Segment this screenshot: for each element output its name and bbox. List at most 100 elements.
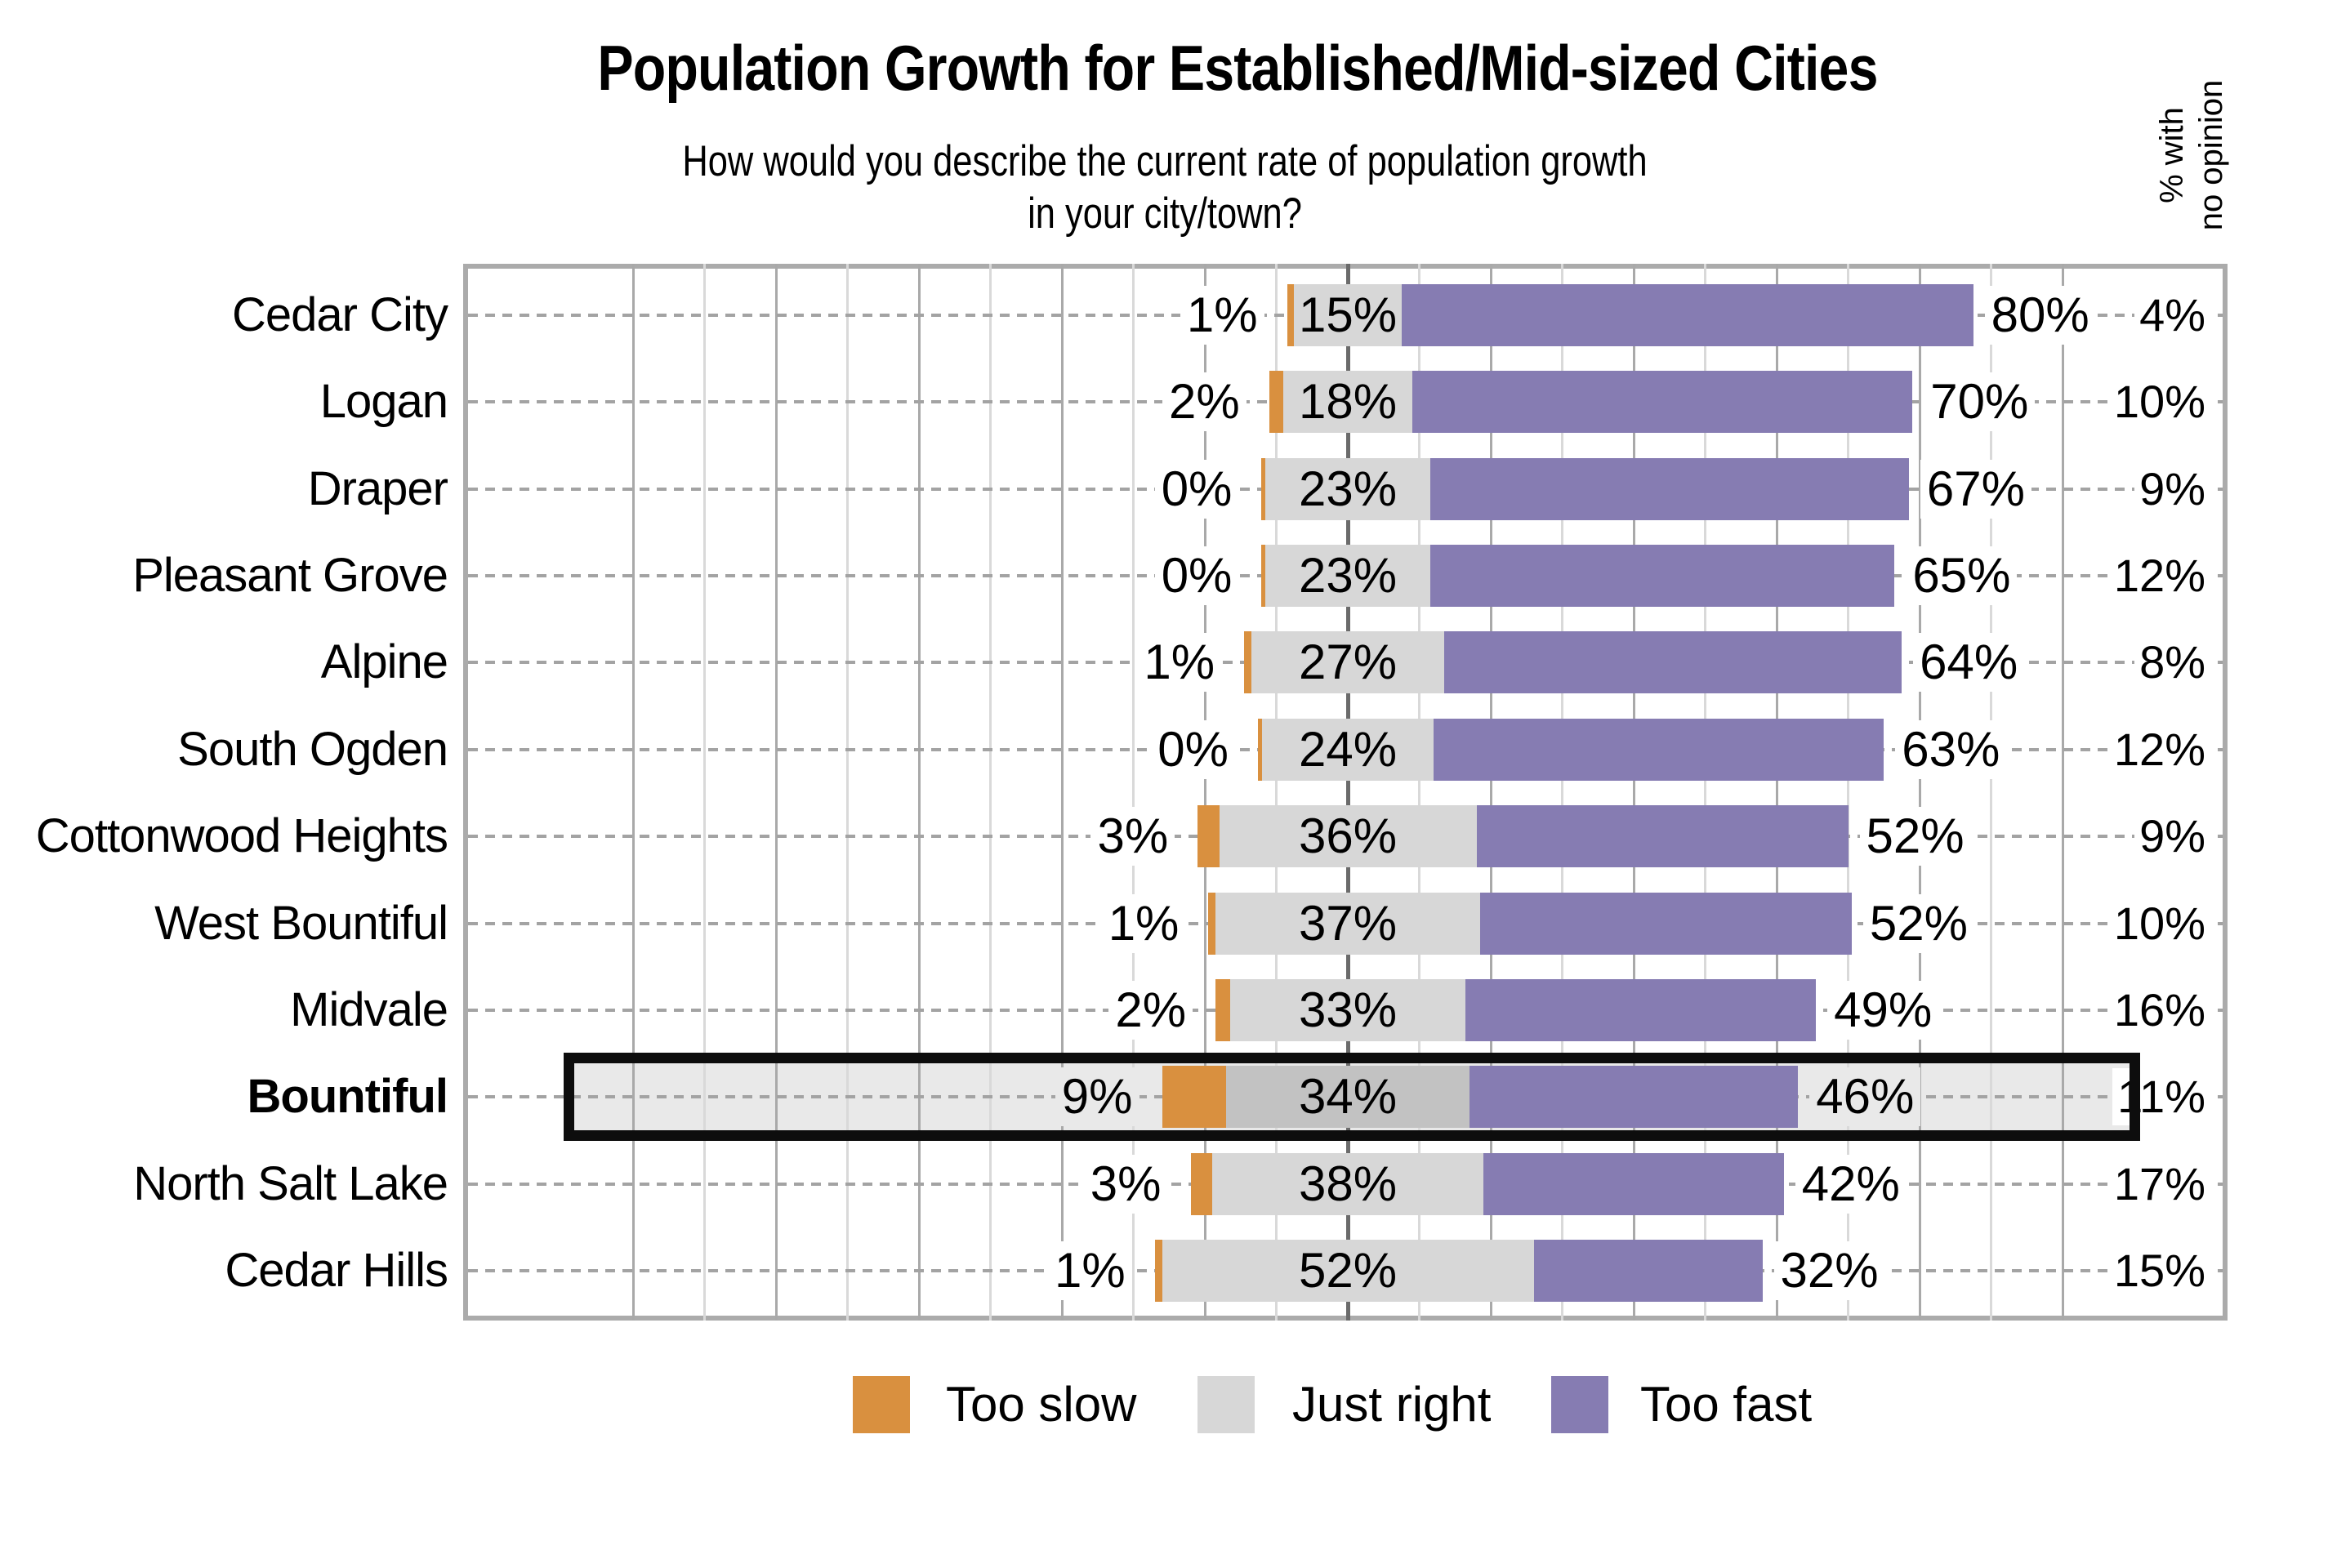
value-just-right: 36% xyxy=(1298,808,1398,864)
gridline xyxy=(703,264,706,1321)
bar-just-right xyxy=(1262,718,1434,781)
bar-just-right xyxy=(1215,892,1480,955)
bar-too-fast xyxy=(1434,718,1884,781)
value-just-right: 23% xyxy=(1298,548,1398,604)
bar-just-right xyxy=(1211,1152,1484,1215)
category-label-pleasant-grove: Pleasant Grove xyxy=(132,549,448,603)
value-just-right: 38% xyxy=(1298,1156,1398,1211)
gridline xyxy=(2061,264,2064,1321)
bar-too-slow xyxy=(1244,631,1251,694)
value-no-opinion: 8% xyxy=(2134,634,2210,692)
category-label-cedar-city: Cedar City xyxy=(232,288,448,341)
bar-too-slow xyxy=(1215,978,1230,1041)
value-too-fast: 46% xyxy=(1809,1067,1921,1127)
value-too-slow: 1% xyxy=(1047,1241,1132,1300)
value-too-slow: 9% xyxy=(1055,1067,1139,1127)
bar-just-right xyxy=(1265,457,1430,520)
bar-too-slow xyxy=(1261,457,1266,520)
bar-too-fast xyxy=(1412,371,1913,434)
plot-area: 1% 15% 80% 4% 2% 18% 70% 10% 0% 23% 67% 9% 0% 23% 65% 1… xyxy=(463,264,2228,1321)
value-too-slow: 1% xyxy=(1180,286,1264,345)
bar-too-fast xyxy=(1469,1066,1799,1129)
value-too-slow: 1% xyxy=(1101,893,1186,953)
value-too-fast: 80% xyxy=(1984,286,2096,345)
gridline xyxy=(1847,264,1849,1321)
bar-too-slow xyxy=(1190,1152,1212,1215)
value-too-slow: 1% xyxy=(1137,633,1222,693)
bar-just-right xyxy=(1162,1240,1534,1302)
value-too-fast: 70% xyxy=(1924,372,2036,432)
gridline xyxy=(1918,264,1921,1321)
gridline xyxy=(1775,264,1778,1321)
value-too-fast: 52% xyxy=(1859,807,1971,866)
bar-too-slow xyxy=(1287,284,1295,346)
chart-title: Population Growth for Established/Mid-si… xyxy=(597,32,1878,104)
value-no-opinion: 9% xyxy=(2134,460,2210,518)
value-too-fast: 67% xyxy=(1920,459,2031,519)
bar-too-fast xyxy=(1429,545,1895,608)
bar-too-fast xyxy=(1444,631,1902,694)
value-just-right: 37% xyxy=(1298,895,1398,951)
value-too-fast: 64% xyxy=(1913,633,2025,693)
gridline xyxy=(1418,264,1420,1321)
value-just-right: 15% xyxy=(1298,287,1398,342)
value-too-slow: 2% xyxy=(1108,980,1193,1040)
bar-too-fast xyxy=(1483,1152,1784,1215)
gridline xyxy=(1632,264,1635,1321)
category-label-draper: Draper xyxy=(307,461,448,515)
value-just-right: 23% xyxy=(1298,461,1398,516)
value-too-fast: 32% xyxy=(1773,1241,1885,1300)
gridline xyxy=(1132,264,1135,1321)
category-label-midvale: Midvale xyxy=(290,982,448,1036)
bar-too-fast xyxy=(1476,805,1849,868)
gridline xyxy=(917,264,921,1321)
bar-too-slow xyxy=(1154,1240,1162,1302)
bar-just-right xyxy=(1226,1066,1469,1129)
bar-just-right xyxy=(1229,978,1466,1041)
value-just-right: 52% xyxy=(1298,1243,1398,1298)
gridline xyxy=(1060,264,1064,1321)
bar-too-fast xyxy=(1401,284,1973,346)
gridline xyxy=(1561,264,1563,1321)
value-just-right: 34% xyxy=(1298,1069,1398,1125)
category-label-alpine: Alpine xyxy=(320,635,448,689)
bar-too-slow xyxy=(1162,1066,1227,1129)
value-too-slow: 3% xyxy=(1083,1154,1168,1214)
legend-label-too-slow: Too slow xyxy=(946,1377,1137,1432)
bar-just-right xyxy=(1265,545,1430,608)
bar-too-fast xyxy=(1429,457,1909,520)
bar-just-right xyxy=(1219,805,1477,868)
category-label-north-salt-lake: North Salt Lake xyxy=(133,1156,448,1210)
bar-just-right xyxy=(1294,284,1402,346)
value-too-slow: 2% xyxy=(1162,372,1247,432)
value-too-slow: 0% xyxy=(1154,459,1239,519)
bar-just-right xyxy=(1251,631,1445,694)
value-no-opinion: 4% xyxy=(2134,287,2210,344)
bar-too-fast xyxy=(1465,978,1817,1041)
gridline xyxy=(1275,264,1278,1321)
gridline xyxy=(631,264,635,1321)
value-too-slow: 3% xyxy=(1090,807,1175,866)
value-no-opinion: 16% xyxy=(2108,981,2210,1039)
value-no-opinion: 10% xyxy=(2108,373,2210,431)
bar-too-slow xyxy=(1261,545,1266,608)
legend-swatch-too-fast xyxy=(1551,1376,1608,1433)
gridline xyxy=(846,264,849,1321)
value-too-slow: 0% xyxy=(1151,719,1235,779)
category-label-cottonwood-heights: Cottonwood Heights xyxy=(35,809,448,863)
gridline xyxy=(1203,264,1206,1321)
value-no-opinion: 12% xyxy=(2108,547,2210,605)
gridline xyxy=(989,264,992,1321)
zero-axis-line xyxy=(1345,264,1350,1321)
gridline xyxy=(1704,264,1706,1321)
legend-label-just-right: Just right xyxy=(1292,1377,1492,1432)
category-label-cedar-hills: Cedar Hills xyxy=(225,1244,448,1297)
bar-too-slow xyxy=(1197,805,1220,868)
bar-just-right xyxy=(1283,371,1412,434)
value-too-fast: 42% xyxy=(1795,1154,1907,1214)
bar-too-slow xyxy=(1258,718,1262,781)
value-too-fast: 52% xyxy=(1862,893,1974,953)
value-too-slow: 0% xyxy=(1154,546,1239,606)
